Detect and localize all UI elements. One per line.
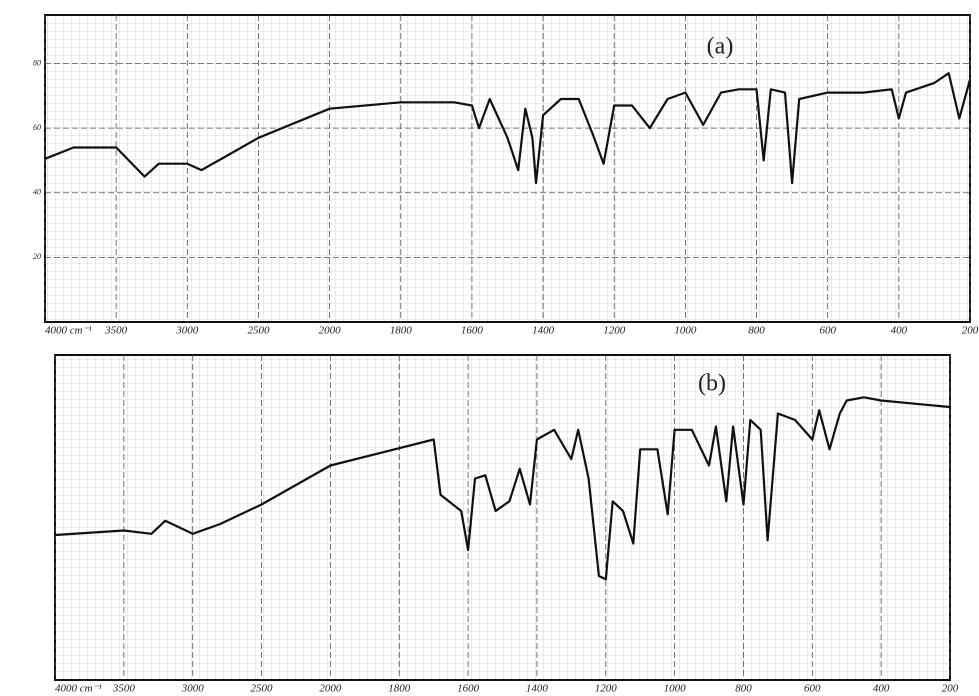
- x-tick-label: 1800: [388, 683, 411, 695]
- x-tick-label: 200: [942, 683, 959, 695]
- x-tick-label: 1800: [390, 325, 413, 337]
- x-tick-label: 2500: [251, 683, 274, 695]
- plot-area-a: [44, 14, 971, 323]
- x-tick-label: 1600: [457, 683, 480, 695]
- x-tick-label: 2000: [319, 683, 342, 695]
- x-tick-label: 1200: [595, 683, 618, 695]
- y-tick-label: 40: [33, 188, 41, 197]
- x-tick-label: 3500: [104, 325, 128, 337]
- x-tick-label: 2500: [247, 325, 270, 337]
- panel-label: (a): [707, 34, 734, 60]
- x-tick-label: 1000: [664, 683, 687, 695]
- x-tick-label: 400: [891, 325, 908, 337]
- x-tick-label: 3000: [175, 325, 199, 337]
- y-tick-label: 80: [33, 58, 41, 67]
- x-tick-label: 600: [819, 325, 836, 337]
- plot-area-b: [54, 354, 951, 681]
- x-tick-label: 800: [735, 683, 752, 695]
- x-tick-label: 1400: [532, 325, 555, 337]
- x-tick-label: 1600: [461, 325, 484, 337]
- x-tick-label: 800: [748, 325, 765, 337]
- panel-label: (b): [698, 371, 726, 397]
- x-tick-label: 400: [873, 683, 890, 695]
- x-tick-label: 4000 cm⁻¹: [45, 325, 92, 337]
- y-tick-label: 60: [33, 123, 41, 132]
- x-tick-label: 1400: [526, 683, 549, 695]
- spectrum-line: [54, 396, 951, 581]
- x-tick-label: 1000: [674, 325, 697, 337]
- y-tick-label: 20: [33, 252, 41, 261]
- x-tick-label: 4000 cm⁻¹: [55, 683, 102, 695]
- x-tick-label: 200: [962, 325, 979, 337]
- x-tick-label: 3500: [112, 683, 136, 695]
- x-tick-label: 600: [804, 683, 821, 695]
- x-tick-label: 2000: [319, 325, 342, 337]
- spectrum-line: [44, 72, 972, 185]
- x-tick-label: 1200: [603, 325, 626, 337]
- x-tick-label: 3000: [181, 683, 205, 695]
